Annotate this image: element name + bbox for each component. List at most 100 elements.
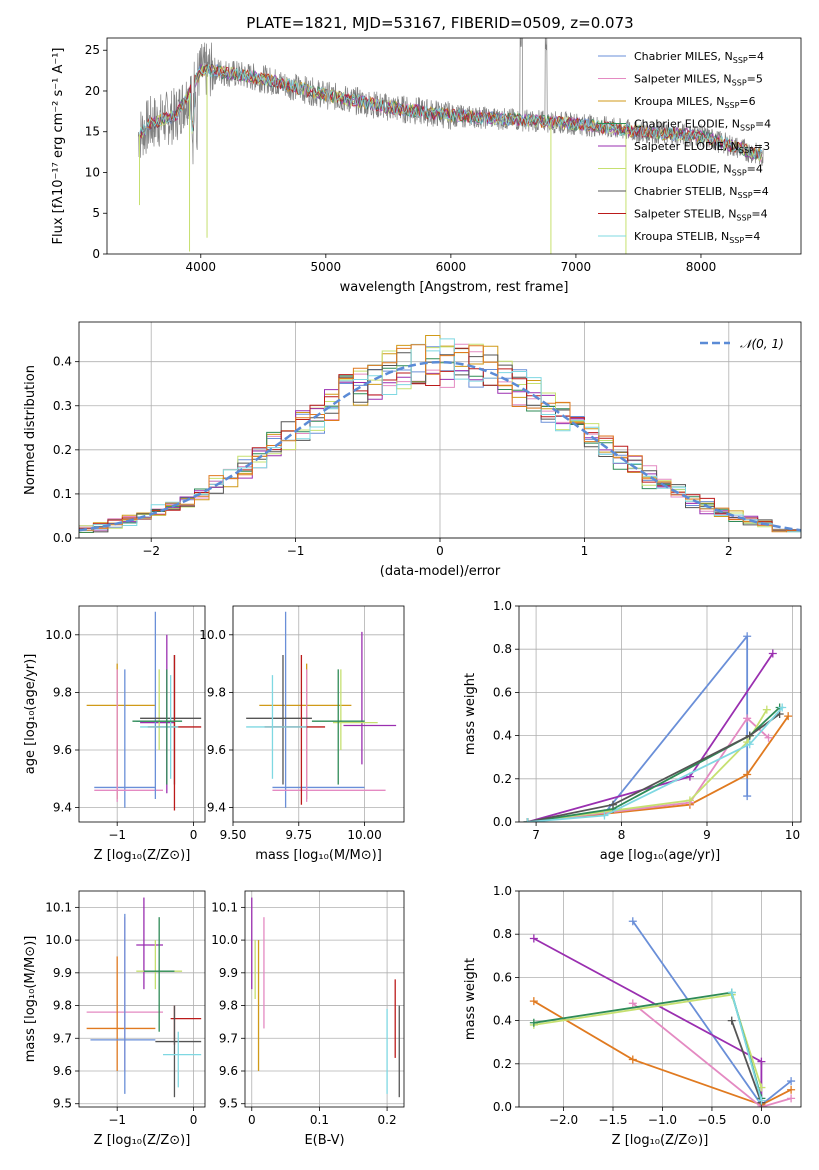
legend-label-sub: SSP [733,56,748,65]
marker-plus [628,917,637,926]
panel-age_vs_z: −1 0 9.4 9.6 9.8 10.0 Z [log₁₀(Z/Z⊙)] age [log₁… [23,605,206,863]
x-tick-label: 0 [248,1113,256,1127]
marker-plus [743,714,752,723]
axes-frame [78,605,206,823]
y-tick-label: 0.2 [493,772,512,786]
marker-plus [768,649,777,658]
mass-weight-line [533,937,763,1107]
y-tick-label: 10.0 [211,933,238,947]
legend-label-suffix: =4 [744,230,760,243]
legend-label-sub: SSP [736,214,751,223]
plot-area [251,897,400,1098]
x-tick-label: −2 [142,544,160,558]
marker-plus [745,731,754,740]
mass-weight-line [533,993,763,1088]
marker-plus [787,1085,796,1094]
mass-weight-line [527,635,748,822]
x-tick-label: 9.75 [285,828,312,842]
x-tick-label: −0.5 [697,1113,726,1127]
panel-mass_weight_vs_z: −2.0 −1.5 −1.0 −0.5 0.0 0.0 0.2 0.4 0.6 0.8 1.0 Z [… [463,884,802,1148]
x-axis-label: (data-model)/error [380,564,501,579]
x-tick-label: −1 [108,828,126,842]
y-tick-label: 9.9 [53,966,72,980]
legend-label-suffix: =4 [753,185,769,198]
marker-plus [778,703,787,712]
plot-area [86,611,202,811]
axes-frame [78,890,206,1108]
y-tick-label: 10.0 [199,628,226,642]
x-tick-label: 0 [190,1113,198,1127]
axes-frame [518,605,802,823]
x-tick-label: 1 [581,544,589,558]
y-tick-label: 9.7 [219,1031,238,1045]
mass-weight-line [632,1002,792,1107]
legend-label: Chabrier MILES, NSSP=4 [634,50,764,65]
y-tick-label: 0.0 [53,531,72,545]
y-tick-label: 9.9 [219,966,238,980]
y-tick-label: 0.2 [493,1057,512,1071]
y-tick-label: 9.6 [53,743,72,757]
y-tick-label: 9.5 [53,1097,72,1111]
axes-frame [106,37,802,255]
x-axis-label: Z [log₁₀(Z/Z⊙)] [94,848,191,863]
y-tick-label: 0.8 [493,927,512,941]
marker-plus [628,999,637,1008]
x-tick-label: −1.0 [648,1113,677,1127]
x-tick-label: 6000 [436,260,467,274]
y-tick-label: 9.8 [53,999,72,1013]
y-tick-label: 0.2 [53,443,72,457]
axes-frame [244,890,405,1108]
y-tick-label: 0.0 [493,815,512,829]
legend-label-sub: SSP [732,169,747,178]
x-tick-label: 7 [532,828,540,842]
legend-label-text: Salpeter ELODIE, N [634,140,739,153]
y-tick-label: 0.4 [493,729,512,743]
legend-label-suffix: =4 [748,50,764,63]
legend-label-text: Kroupa ELODIE, N [634,163,732,176]
y-tick-label: 0.0 [493,1100,512,1114]
x-axis-label: Z [log₁₀(Z/Z⊙)] [612,1133,709,1148]
x-tick-label: 5000 [311,260,342,274]
histogram-series [79,338,801,533]
x-tick-label: −1.5 [598,1113,627,1127]
mass-weight-line [527,709,768,822]
y-tick-label: 10.0 [45,628,72,642]
x-tick-label: 10 [785,828,800,842]
y-tick-label: 20 [85,84,100,98]
marker-plus [745,740,754,749]
x-axis-label: wavelength [Angstrom, rest frame] [340,280,569,295]
legend-label-sub: SSP [738,191,753,200]
legend-label-text: Kroupa MILES, N [634,95,724,108]
x-tick-label: 9.50 [220,828,247,842]
legend-label: Salpeter STELIB, NSSP=4 [634,208,768,223]
panel-age_vs_mass: 9.50 9.75 10.00 9.4 9.6 9.8 10.0 mass [log₁₀(M/… [199,605,405,863]
marker-plus [609,800,617,809]
mass-weight-line [527,713,781,822]
legend-label-suffix: =4 [751,208,767,221]
legend-label: Chabrier STELIB, NSSP=4 [634,185,769,200]
y-tick-label: 9.8 [219,999,238,1013]
y-tick-label: 0.8 [493,642,512,656]
marker-plus [529,934,538,943]
y-axis-label: mass weight [463,958,478,1040]
plot-area [79,335,801,533]
normal-curve [79,360,801,532]
mass-weight-line [527,652,774,822]
x-tick-label: −2.0 [549,1113,578,1127]
x-axis-label: mass [log₁₀(M/M⊙)] [255,848,382,863]
x-tick-label: 0.0 [752,1113,771,1127]
legend-label-text: Salpeter MILES, N [634,73,732,86]
legend-label-sub: SSP [740,124,755,133]
y-axis-label: age [log₁₀(age/yr)] [23,654,38,775]
marker-plus [529,1018,538,1027]
mass-weight-line [527,706,781,822]
x-tick-label: 10.00 [347,828,381,842]
marker-plus [600,811,609,820]
y-tick-label: 9.4 [53,801,72,815]
y-tick-label: 9.4 [207,801,226,815]
y-tick-label: 1.0 [493,599,512,613]
legend-label-suffix: =4 [755,118,771,131]
marker-plus [628,1055,637,1064]
panel-mass_weight_vs_age: 7 8 9 10 0.0 0.2 0.4 0.6 0.8 1.0 age [log₁₀(age/yr… [463,599,802,863]
legend-label-suffix: =3 [754,140,770,153]
